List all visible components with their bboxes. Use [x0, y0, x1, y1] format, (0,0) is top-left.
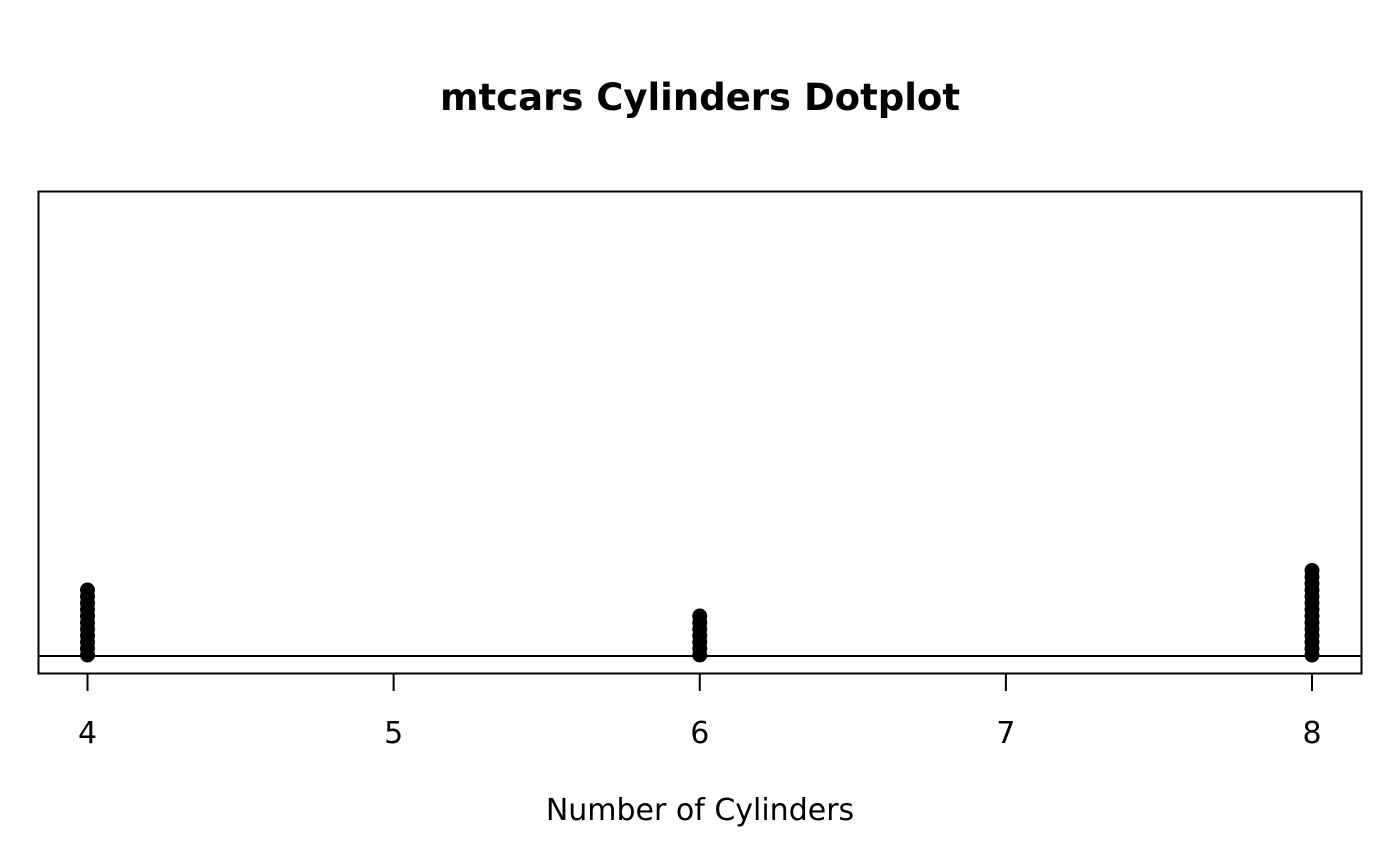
plot-frame: [37, 190, 1363, 675]
x-tick-label-5: 5: [384, 716, 403, 751]
dot-series: [80, 563, 1320, 663]
chart-title: mtcars Cylinders Dotplot: [440, 76, 960, 119]
x-tick-label-4: 4: [78, 716, 97, 751]
dot-point: [80, 582, 95, 598]
x-tick-label-7: 7: [996, 716, 1015, 751]
x-tick-label-8: 8: [1302, 716, 1321, 751]
x-axis: 4 5 6 7 8: [78, 674, 1322, 751]
dot-point: [692, 608, 708, 624]
dot-point: [1304, 563, 1320, 578]
x-axis-label: Number of Cylinders: [546, 793, 854, 828]
x-tick-label-6: 6: [690, 716, 709, 751]
